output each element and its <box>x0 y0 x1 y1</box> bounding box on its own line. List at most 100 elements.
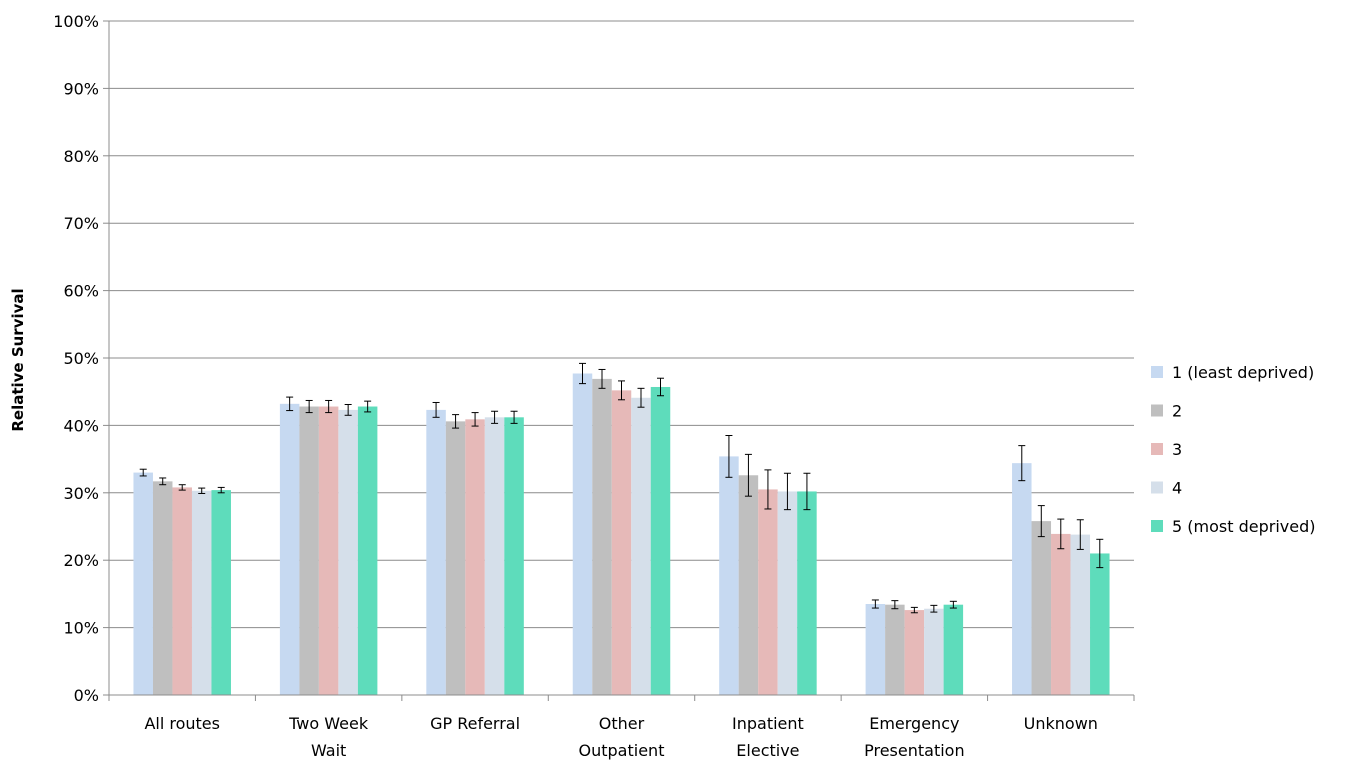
error-bar <box>949 600 957 609</box>
error-bar <box>783 472 791 511</box>
x-tick-label: Unknown <box>1024 714 1098 733</box>
bar <box>484 417 505 695</box>
bar-groups <box>133 373 1110 695</box>
error-bar <box>579 362 586 385</box>
error-bar <box>452 414 460 429</box>
legend-swatch <box>1151 404 1163 417</box>
bar <box>357 406 378 695</box>
bar <box>318 406 339 695</box>
x-tick-labels: All routes Two Week Wait GP Referral Other Ou… <box>144 714 1097 760</box>
bar <box>572 373 593 695</box>
bar <box>211 490 231 695</box>
y-tick-label: 80% <box>63 147 99 166</box>
y-tick-label: 10% <box>63 619 99 638</box>
y-tick-label: 30% <box>63 484 99 503</box>
error-bar <box>1096 538 1104 569</box>
error-bar <box>159 477 167 486</box>
error-bar <box>803 472 811 511</box>
error-bar <box>471 412 479 427</box>
error-bar <box>637 387 645 408</box>
error-bar <box>510 410 518 424</box>
legend-swatch <box>1151 366 1163 378</box>
bar <box>904 610 925 695</box>
error-bar <box>1076 519 1084 550</box>
y-axis-title: Relative Survival <box>9 288 27 431</box>
legend-swatch <box>1151 443 1163 455</box>
error-bar <box>305 399 313 414</box>
bar <box>758 489 778 695</box>
y-tick-label: 0% <box>74 686 99 705</box>
bar <box>1012 463 1032 695</box>
x-tick-label: All routes <box>144 714 220 733</box>
legend: 1 (least deprived) 2 3 4 5 (most deprived) <box>1151 363 1315 536</box>
bar <box>719 456 739 695</box>
x-tick-label: Two Week Wait <box>288 714 369 760</box>
x-tick-label: Other Outpatient <box>579 714 665 760</box>
bar <box>943 604 964 695</box>
error-bar <box>930 604 938 613</box>
error-bar <box>1057 518 1065 550</box>
error-bar <box>364 400 372 413</box>
y-tick-label: 60% <box>63 282 99 301</box>
bar <box>299 406 319 695</box>
error-bar <box>344 404 352 416</box>
error-bar <box>891 600 899 610</box>
y-tick-labels: 0% 10% 20% 30% 40% 50% 60% 70% 80% 90% 100% <box>53 12 99 705</box>
bar <box>465 419 485 695</box>
error-bar <box>910 606 918 614</box>
error-bar <box>491 410 499 424</box>
legend-item: 1 (least deprived) <box>1151 363 1314 382</box>
error-bar <box>598 368 606 389</box>
bar <box>1051 533 1071 695</box>
error-bar <box>139 468 147 477</box>
bar <box>592 378 612 695</box>
legend-label: 3 <box>1172 440 1182 459</box>
bar <box>1070 534 1091 695</box>
y-tick-label: 20% <box>63 551 99 570</box>
error-bar <box>657 377 664 397</box>
error-bar <box>178 484 186 491</box>
bar <box>631 397 651 695</box>
error-bar <box>744 453 752 497</box>
bar <box>797 491 817 695</box>
legend-item: 2 <box>1151 402 1182 421</box>
bar <box>504 417 524 695</box>
legend-item: 3 <box>1151 440 1182 459</box>
y-tick-label: 50% <box>63 349 99 368</box>
legend-label: 1 (least deprived) <box>1172 363 1314 382</box>
error-bar <box>871 599 879 609</box>
bar <box>338 409 358 695</box>
bar <box>777 491 798 695</box>
bar <box>924 608 944 695</box>
bar <box>650 386 671 695</box>
error-bar <box>198 487 206 494</box>
bar <box>279 403 300 695</box>
legend-label: 2 <box>1172 402 1182 421</box>
error-bar <box>725 435 733 478</box>
error-bar <box>1018 445 1026 482</box>
error-bar <box>432 401 440 418</box>
y-tick-label: 100% <box>53 12 99 31</box>
gridlines <box>109 20 1134 629</box>
bar <box>133 472 153 695</box>
bar <box>1031 521 1052 695</box>
bar <box>152 481 173 695</box>
legend-item: 4 <box>1151 479 1182 498</box>
y-tick-label: 40% <box>63 416 99 435</box>
legend-label: 4 <box>1172 479 1182 498</box>
bar <box>172 487 192 695</box>
legend-swatch <box>1151 481 1163 494</box>
bar <box>611 390 632 695</box>
legend-swatch <box>1151 520 1163 532</box>
bar <box>445 421 466 695</box>
error-bar <box>618 380 625 401</box>
x-tick-label: Inpatient Elective <box>732 714 804 760</box>
bar <box>865 604 886 695</box>
legend-item: 5 (most deprived) <box>1151 517 1315 536</box>
axes <box>103 20 1135 701</box>
legend-label: 5 (most deprived) <box>1172 517 1315 536</box>
x-tick-label: Emergency Presentation <box>864 714 964 760</box>
bar <box>1090 553 1110 695</box>
y-tick-label: 70% <box>63 214 99 233</box>
